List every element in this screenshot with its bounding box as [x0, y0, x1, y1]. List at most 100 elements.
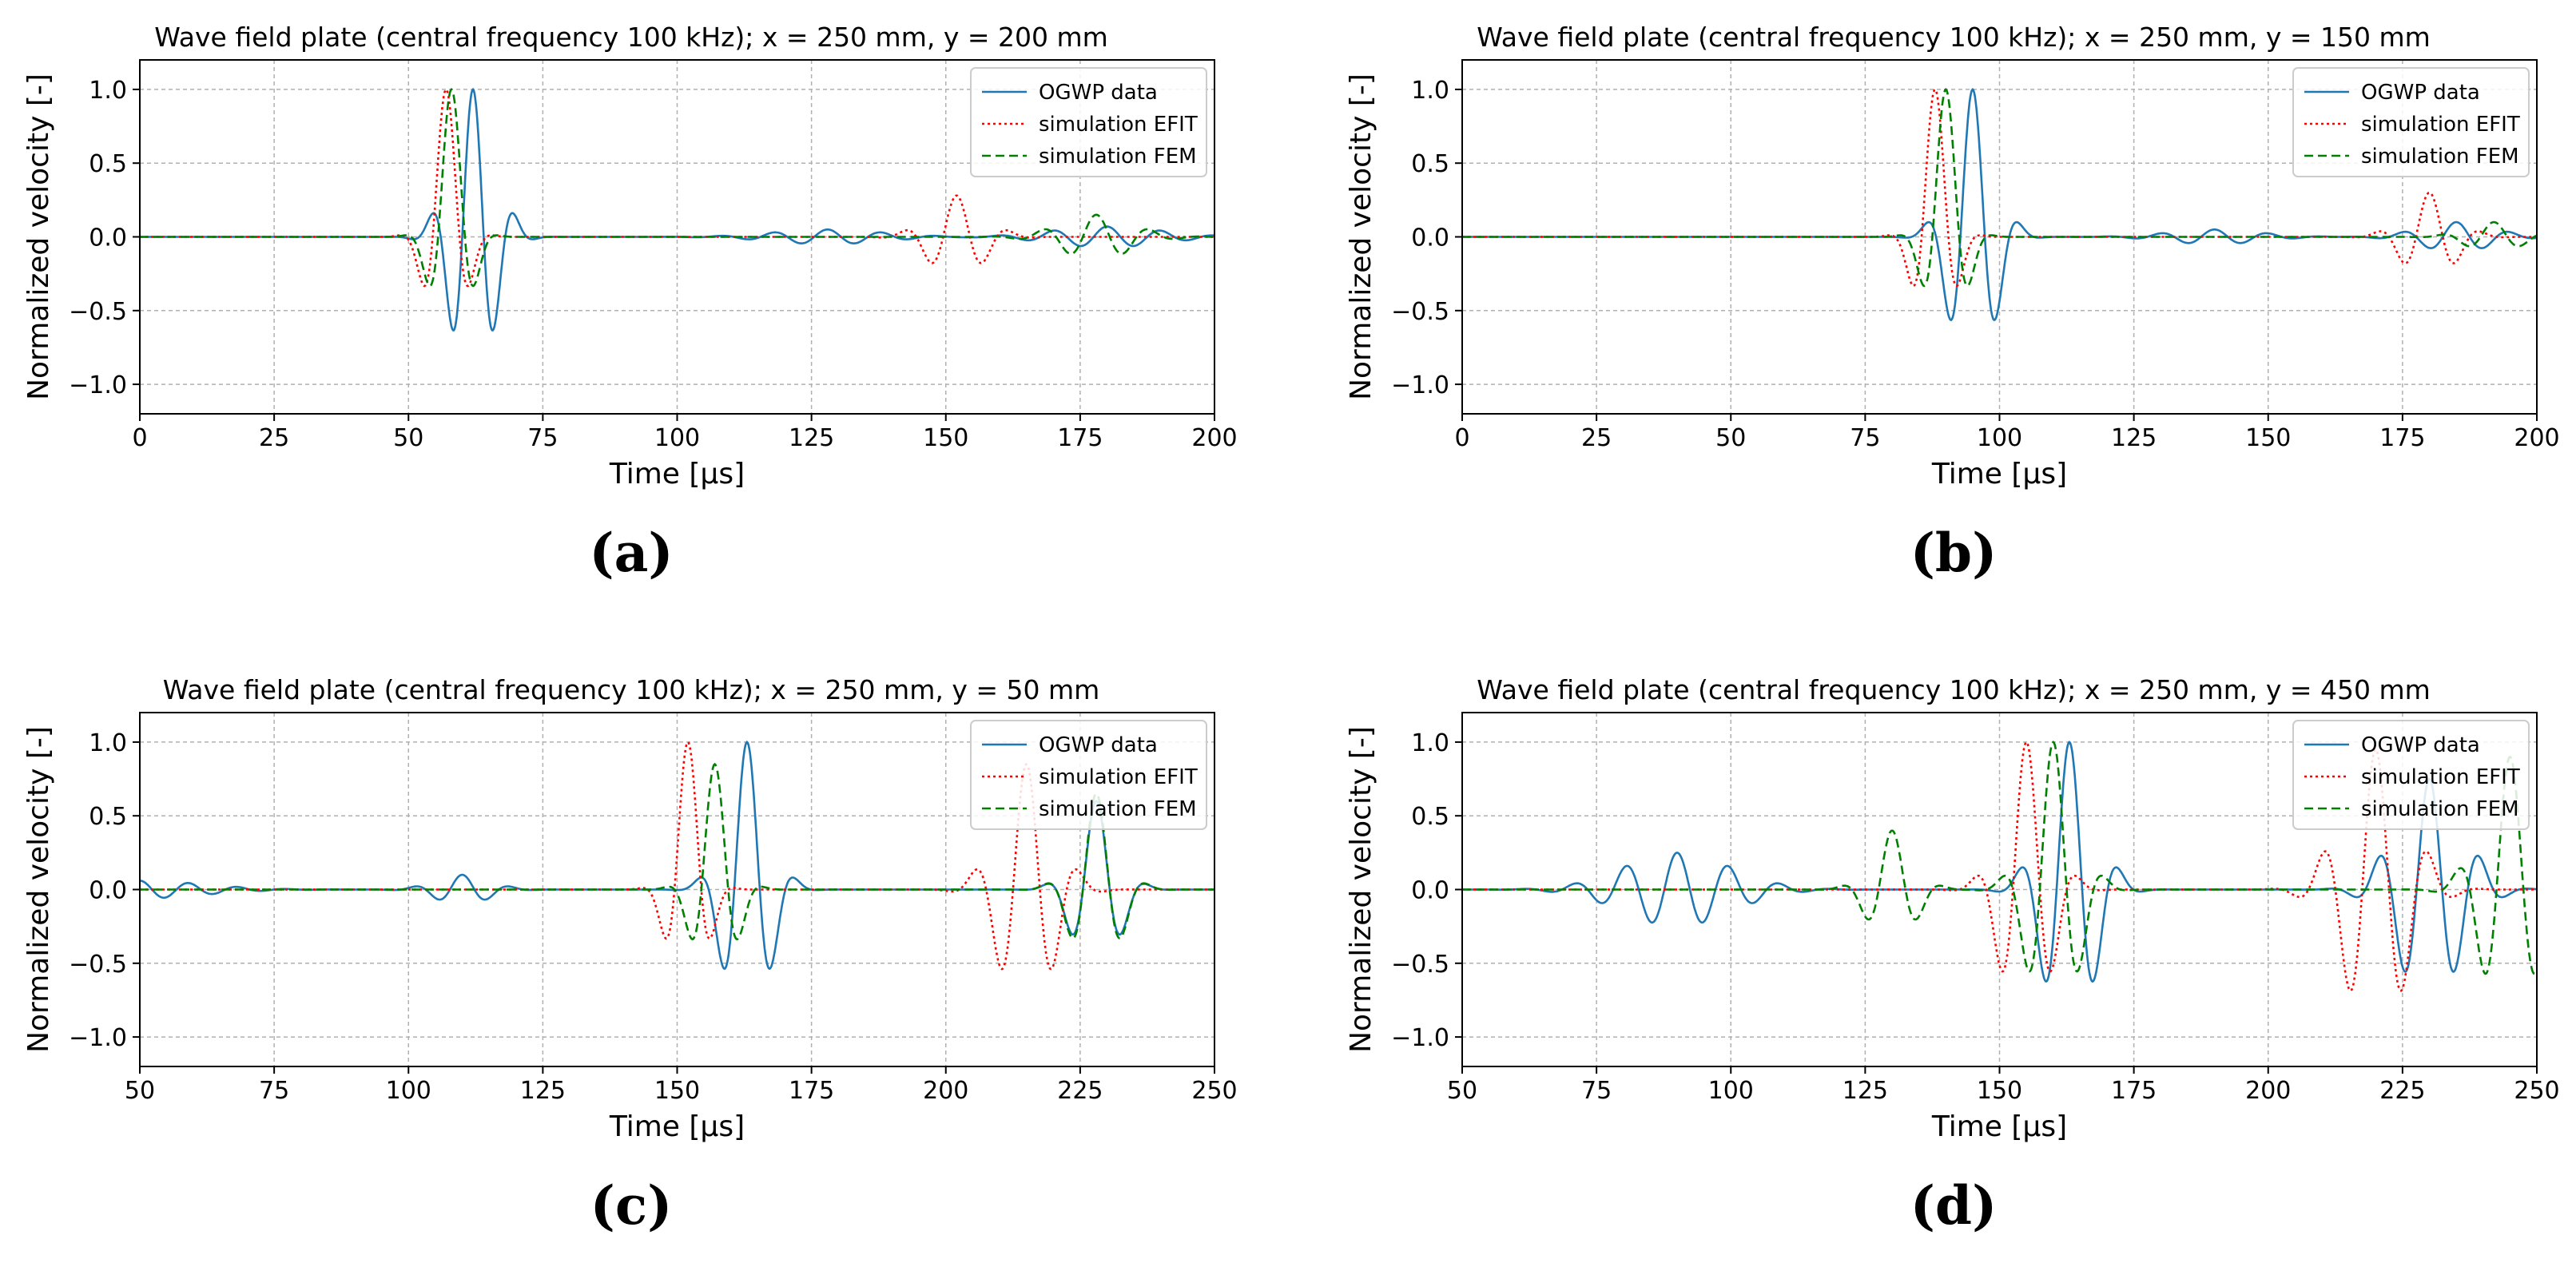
series-line-ogwp-data: [1462, 741, 2537, 983]
y-axis-label: Normalized velocity [-]: [22, 73, 55, 400]
x-tick-label: 175: [2111, 1077, 2157, 1105]
y-axis-label: Normalized velocity [-]: [1345, 726, 1377, 1053]
y-axis-label: Normalized velocity [-]: [1345, 73, 1377, 400]
series-line-simulation-fem: [1462, 88, 2537, 288]
y-tick-label: −0.5: [69, 951, 127, 979]
legend-label: simulation EFIT: [1039, 113, 1198, 137]
chart-title: Wave field plate (central frequency 100 …: [163, 674, 1100, 705]
y-tick-label: 0.0: [89, 877, 127, 905]
y-axis-label: Normalized velocity [-]: [22, 726, 55, 1053]
legend-label: OGWP data: [2361, 81, 2480, 105]
legend-label: OGWP data: [1039, 733, 1158, 757]
plot-frame: [139, 712, 1215, 1067]
y-tick-label: 1.0: [1411, 77, 1449, 105]
y-tick-label: −0.5: [1391, 951, 1449, 979]
x-tick-label: 100: [654, 424, 700, 452]
x-axis-label: Time [μs]: [1931, 458, 2067, 491]
y-tick-label: −0.5: [69, 298, 127, 326]
chart-title: Wave field plate (central frequency 100 …: [1477, 674, 2431, 705]
x-tick-label: 50: [1715, 424, 1746, 452]
x-tick-label: 100: [386, 1077, 431, 1105]
panel-caption: (a): [589, 522, 673, 584]
x-tick-label: 250: [2514, 1077, 2559, 1105]
x-tick-label: 200: [2245, 1077, 2291, 1105]
legend-label: OGWP data: [2361, 733, 2480, 757]
y-tick-label: −1.0: [69, 371, 127, 399]
chart-c: 50 75 100 125 150 175 200 225 250 −1.0 −0.5 0.0 0.5 1…: [22, 674, 1238, 1143]
panel-caption: (d): [1910, 1174, 1998, 1237]
x-tick-label: 0: [1454, 424, 1469, 452]
chart-a: 0 25 50 75 100 125 150 175 200 −1.0 −0.5 0.0 0.5 1.0 O…: [22, 22, 1238, 491]
x-tick-label: 75: [259, 1077, 289, 1105]
y-tick-label: 0.0: [89, 224, 127, 252]
x-tick-label: 100: [1708, 1077, 1754, 1105]
y-tick-label: −1.0: [1391, 1024, 1449, 1052]
panel-caption: (c): [590, 1174, 673, 1237]
x-tick-label: 150: [654, 1077, 700, 1105]
y-tick-label: −1.0: [69, 1024, 127, 1052]
y-tick-label: 1.0: [1411, 729, 1449, 757]
y-tick-label: 1.0: [89, 729, 127, 757]
y-tick-label: 0.5: [89, 803, 127, 831]
x-tick-label: 175: [789, 1077, 834, 1105]
legend: [2292, 67, 2530, 177]
x-tick-label: 200: [1191, 424, 1237, 452]
x-tick-label: 50: [1447, 1077, 1477, 1105]
x-tick-label: 175: [2379, 424, 2425, 452]
legend-label: OGWP data: [1039, 81, 1158, 105]
y-tick-label: 0.5: [89, 150, 127, 178]
legend-label: simulation FEM: [1039, 145, 1197, 169]
chart-b: 0 25 50 75 100 125 150 175 200 −1.0 −0.5 0.0 0.5 1.0 O…: [1345, 22, 2560, 491]
y-tick-label: −1.0: [1391, 371, 1449, 399]
plot-frame: [1461, 59, 2538, 415]
x-tick-label: 75: [1850, 424, 1880, 452]
x-tick-label: 125: [789, 424, 834, 452]
x-axis-label: Time [μs]: [1931, 1110, 2067, 1143]
x-tick-label: 125: [520, 1077, 566, 1105]
x-tick-label: 150: [923, 424, 968, 452]
legend: [970, 720, 1207, 830]
chart-title: Wave field plate (central frequency 100 …: [154, 22, 1108, 53]
x-tick-label: 75: [527, 424, 558, 452]
legend-label: simulation FEM: [2361, 797, 2519, 821]
x-tick-label: 25: [259, 424, 289, 452]
x-tick-label: 0: [132, 424, 147, 452]
legend-label: simulation EFIT: [1039, 765, 1198, 789]
legend-label: simulation FEM: [1039, 797, 1197, 821]
y-tick-label: 0.5: [1411, 803, 1449, 831]
legend-label: simulation EFIT: [2361, 113, 2520, 137]
legend-label: simulation FEM: [2361, 145, 2519, 169]
y-tick-label: −0.5: [1391, 298, 1449, 326]
x-tick-label: 75: [1581, 1077, 1612, 1105]
plot-frame: [1461, 712, 2538, 1067]
legend: [970, 67, 1207, 177]
chart-d: 50 75 100 125 150 175 200 225 250 −1.0 −0.5 0.0 0.5 1…: [1345, 674, 2560, 1143]
y-tick-label: 0.0: [1411, 224, 1449, 252]
x-tick-label: 125: [1843, 1077, 1888, 1105]
x-tick-label: 25: [1581, 424, 1612, 452]
x-tick-label: 200: [923, 1077, 968, 1105]
x-axis-label: Time [μs]: [609, 1110, 745, 1143]
legend-label: simulation EFIT: [2361, 765, 2520, 789]
y-tick-label: 0.5: [1411, 150, 1449, 178]
panel-caption: (b): [1910, 522, 1998, 584]
x-tick-label: 50: [393, 424, 423, 452]
x-tick-label: 150: [2245, 424, 2291, 452]
series-line-simulation-fem: [140, 88, 1214, 288]
y-tick-label: 1.0: [89, 77, 127, 105]
x-tick-label: 50: [125, 1077, 155, 1105]
x-tick-label: 175: [1057, 424, 1103, 452]
x-axis-label: Time [μs]: [609, 458, 745, 491]
x-tick-label: 250: [1191, 1077, 1237, 1105]
series-line-simulation-fem: [1462, 741, 2537, 975]
x-tick-label: 225: [1057, 1077, 1103, 1105]
x-tick-label: 150: [1977, 1077, 2022, 1105]
legend: [2292, 720, 2530, 830]
x-tick-label: 225: [2379, 1077, 2425, 1105]
plot-frame: [139, 59, 1215, 415]
y-tick-label: 0.0: [1411, 877, 1449, 905]
chart-title: Wave field plate (central frequency 100 …: [1477, 22, 2431, 53]
x-tick-label: 100: [1977, 424, 2022, 452]
x-tick-label: 200: [2514, 424, 2559, 452]
